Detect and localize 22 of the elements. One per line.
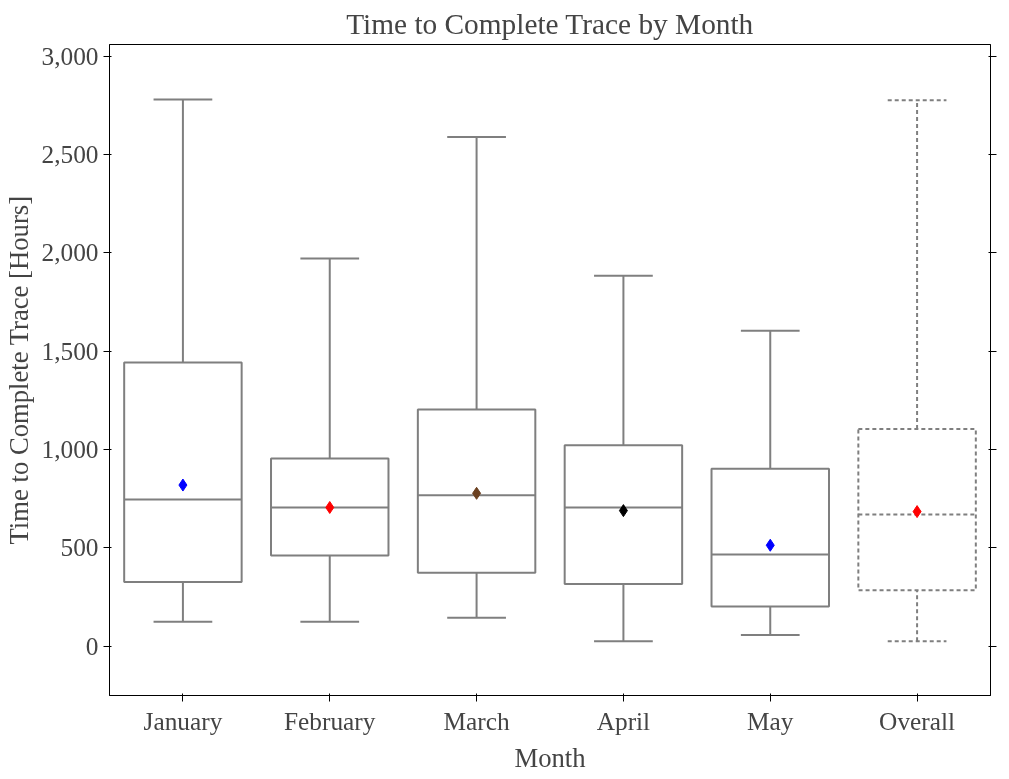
y-tick-label: 2,000 (41, 238, 99, 267)
point (325, 500, 335, 514)
x-tick-label: January (143, 706, 223, 735)
point (618, 504, 628, 518)
chart-title: Time to Complete Trace by Month (346, 7, 754, 40)
x-tick-label: Overall (879, 706, 956, 735)
point (912, 505, 922, 519)
y-tick-label: 1,000 (41, 435, 99, 464)
point (765, 538, 775, 552)
y-tick-label: 0 (85, 631, 99, 660)
x-tick-label: May (747, 706, 794, 735)
y-axis-title: Time to Complete Trace [Hours] (3, 195, 34, 545)
point (178, 478, 188, 492)
y-tick-label: 3,000 (41, 41, 99, 70)
y-tick-label: 1,500 (41, 336, 99, 365)
y-tick-label: 2,500 (41, 140, 99, 169)
point (472, 486, 482, 500)
x-tick-label: March (443, 706, 510, 735)
y-tick-label: 500 (60, 533, 99, 562)
x-tick-label: April (596, 706, 651, 735)
x-tick-label: February (284, 706, 376, 735)
x-axis-title: Month (514, 742, 586, 773)
